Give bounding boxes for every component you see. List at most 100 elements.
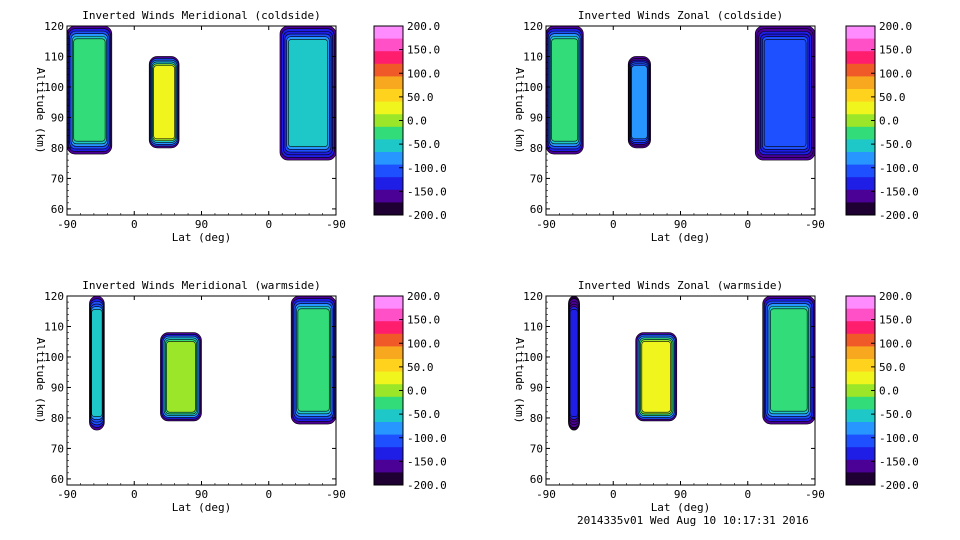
- colorbar-label: 200.0: [407, 20, 440, 33]
- x-tick-label: -90: [57, 488, 77, 501]
- contour-band: [763, 39, 807, 148]
- colorbar-swatch: [846, 139, 875, 153]
- colorbar-label: 50.0: [879, 91, 906, 104]
- colorbar-label: 100.0: [407, 67, 440, 80]
- colorbar-swatch: [374, 459, 403, 473]
- colorbar-label: 100.0: [879, 67, 912, 80]
- colorbar-swatch: [374, 202, 403, 216]
- data-region: [66, 25, 113, 155]
- colorbar-swatch: [846, 447, 875, 461]
- colorbar-swatch: [846, 296, 875, 310]
- colorbar-swatch: [846, 321, 875, 335]
- contour-band: [166, 341, 196, 413]
- colorbar-swatch: [374, 434, 403, 448]
- footer-stamp: 2014335v01 Wed Aug 10 10:17:31 2016: [577, 514, 809, 527]
- x-tick-label: -90: [326, 218, 346, 231]
- colorbar-swatch: [374, 76, 403, 90]
- chart-panel-3: Inverted Winds Meridional (warmside) 60 70…: [34, 279, 447, 514]
- contour-band: [153, 65, 175, 140]
- y-tick-label: 120: [523, 290, 543, 303]
- chart-title: Inverted Winds Meridional (coldside): [82, 9, 320, 22]
- colorbar-label: 200.0: [407, 290, 440, 303]
- colorbar-swatch: [374, 38, 403, 52]
- contour-band: [641, 341, 671, 413]
- x-tick-label: 90: [195, 218, 208, 231]
- colorbar-swatch: [374, 139, 403, 153]
- colorbar-label: -100.0: [407, 432, 447, 445]
- colorbar-label: 50.0: [879, 361, 906, 374]
- colorbar-swatch: [374, 371, 403, 385]
- x-tick-label: -90: [536, 488, 556, 501]
- colorbar: 200.0 150.0 100.0 50.0 0.0 -50.0 -100.0 -150.0 -…: [845, 290, 919, 492]
- chart-panel-1: Inverted Winds Meridional (coldside) 60 70…: [34, 9, 447, 244]
- y-tick-label: 90: [51, 381, 64, 394]
- colorbar-label: 0.0: [879, 115, 899, 128]
- colorbar-swatch: [846, 189, 875, 203]
- y-tick-label: 90: [51, 111, 64, 124]
- colorbar-swatch: [374, 26, 403, 40]
- colorbar: 200.0 150.0 100.0 50.0 0.0 -50.0 -100.0 -150.0 -…: [373, 20, 447, 222]
- y-tick-label: 110: [44, 50, 64, 63]
- y-tick-label: 80: [530, 142, 543, 155]
- y-tick-label: 60: [51, 203, 64, 216]
- colorbar-swatch: [374, 152, 403, 166]
- colorbar-label: -50.0: [879, 408, 912, 421]
- y-tick-label: 60: [51, 473, 64, 486]
- colorbar-label: -150.0: [879, 455, 919, 468]
- contour-band: [297, 308, 330, 412]
- colorbar-swatch: [374, 51, 403, 65]
- colorbar-label: -50.0: [879, 138, 912, 151]
- x-tick-label: 0: [744, 488, 751, 501]
- colorbar-label: 150.0: [879, 44, 912, 57]
- colorbar-swatch: [846, 101, 875, 115]
- colorbar-label: -100.0: [879, 162, 919, 175]
- colorbar-label: 0.0: [879, 385, 899, 398]
- x-tick-label: 0: [610, 218, 617, 231]
- x-tick-label: 0: [131, 218, 138, 231]
- contour-band: [551, 38, 579, 142]
- colorbar-label: -100.0: [407, 162, 447, 175]
- colorbar-label: -100.0: [879, 432, 919, 445]
- data-region: [148, 56, 180, 149]
- data-region: [160, 332, 202, 422]
- colorbar-swatch: [846, 89, 875, 103]
- y-tick-label: 100: [523, 81, 543, 94]
- colorbar-swatch: [846, 177, 875, 191]
- x-tick-label: -90: [57, 218, 77, 231]
- y-tick-label: 110: [44, 320, 64, 333]
- y-tick-label: 60: [530, 473, 543, 486]
- colorbar-swatch: [846, 51, 875, 65]
- colorbar-label: -50.0: [407, 408, 440, 421]
- data-region: [762, 295, 816, 425]
- y-axis-label: Altitude (km): [513, 337, 526, 423]
- colorbar-label: -200.0: [879, 479, 919, 492]
- colorbar-swatch: [374, 396, 403, 410]
- contour-band: [770, 308, 808, 412]
- x-tick-label: 0: [265, 218, 272, 231]
- colorbar-label: 150.0: [879, 314, 912, 327]
- y-tick-label: 80: [530, 412, 543, 425]
- y-tick-label: 70: [51, 442, 64, 455]
- data-region: [89, 295, 105, 431]
- colorbar-swatch: [846, 164, 875, 178]
- y-tick-label: 100: [44, 81, 64, 94]
- colorbar-label: 100.0: [879, 337, 912, 350]
- colorbar-swatch: [374, 177, 403, 191]
- chart-title: Inverted Winds Zonal (coldside): [578, 9, 783, 22]
- colorbar-swatch: [374, 359, 403, 373]
- contour-band: [73, 38, 106, 142]
- colorbar-swatch: [846, 202, 875, 216]
- data-region: [545, 25, 584, 155]
- colorbar-swatch: [846, 359, 875, 373]
- colorbar-label: 0.0: [407, 385, 427, 398]
- y-axis-label: Altitude (km): [34, 337, 47, 423]
- colorbar-swatch: [846, 38, 875, 52]
- colorbar-swatch: [374, 422, 403, 436]
- chart-title: Inverted Winds Zonal (warmside): [578, 279, 783, 292]
- colorbar-swatch: [374, 89, 403, 103]
- x-axis-label: Lat (deg): [172, 231, 232, 244]
- colorbar-swatch: [846, 409, 875, 423]
- colorbar-swatch: [374, 189, 403, 203]
- colorbar-swatch: [374, 472, 403, 486]
